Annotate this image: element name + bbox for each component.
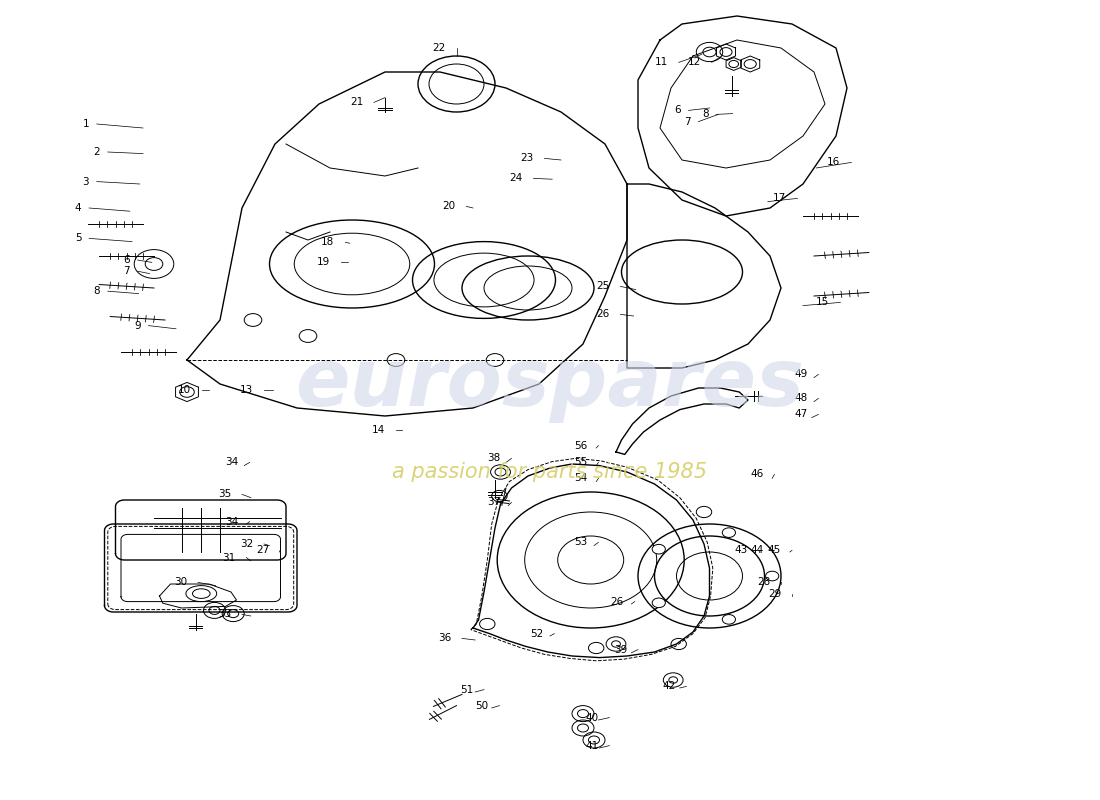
Text: 36: 36 <box>438 634 451 643</box>
Text: 6: 6 <box>123 255 130 265</box>
Text: 33: 33 <box>218 610 231 619</box>
Text: 28: 28 <box>757 578 770 587</box>
Text: 30: 30 <box>174 578 187 587</box>
Text: 34: 34 <box>226 458 239 467</box>
Text: 43: 43 <box>735 546 748 555</box>
Text: 41: 41 <box>585 741 598 750</box>
Text: 5: 5 <box>75 234 81 243</box>
Text: 16: 16 <box>827 158 840 167</box>
Text: 35: 35 <box>218 490 231 499</box>
Text: 9: 9 <box>134 321 141 330</box>
Circle shape <box>652 598 666 608</box>
Circle shape <box>723 528 736 538</box>
Text: 49: 49 <box>794 370 807 379</box>
Text: 38: 38 <box>487 454 500 463</box>
Text: 8: 8 <box>702 110 708 119</box>
Text: eurospares: eurospares <box>296 345 804 423</box>
Text: 14: 14 <box>372 426 385 435</box>
Text: 22: 22 <box>432 43 446 53</box>
Text: 34: 34 <box>226 517 239 526</box>
Text: 1: 1 <box>82 119 89 129</box>
Text: 52: 52 <box>530 629 543 638</box>
Text: 27: 27 <box>256 545 270 554</box>
Text: 50: 50 <box>475 701 488 710</box>
Text: 13: 13 <box>240 386 253 395</box>
Text: 44: 44 <box>750 546 763 555</box>
Text: 55: 55 <box>574 458 587 467</box>
Circle shape <box>652 544 666 554</box>
Text: 6: 6 <box>674 106 681 115</box>
Text: 39: 39 <box>614 645 627 654</box>
Text: 48: 48 <box>794 394 807 403</box>
Text: 19: 19 <box>317 258 330 267</box>
Text: 24: 24 <box>509 174 522 183</box>
Text: 23: 23 <box>520 154 534 163</box>
Text: 10: 10 <box>178 386 191 395</box>
Text: 54: 54 <box>574 474 587 483</box>
Text: 42: 42 <box>662 682 675 691</box>
Text: 45: 45 <box>768 546 781 555</box>
Text: 26: 26 <box>610 597 624 606</box>
Text: 51: 51 <box>460 685 473 694</box>
Text: 7: 7 <box>684 117 691 126</box>
Text: 21: 21 <box>350 98 363 107</box>
Text: 20: 20 <box>442 202 455 211</box>
Circle shape <box>766 571 779 581</box>
Text: 15: 15 <box>816 298 829 307</box>
Text: 29: 29 <box>768 590 781 599</box>
Text: 40: 40 <box>585 713 598 722</box>
Text: 53: 53 <box>574 538 587 547</box>
Circle shape <box>723 614 736 624</box>
Text: 25: 25 <box>596 282 609 291</box>
Text: 32: 32 <box>240 539 253 549</box>
Text: 2: 2 <box>94 147 100 157</box>
Text: 18: 18 <box>321 238 334 247</box>
Text: 7: 7 <box>123 266 130 276</box>
Text: 17: 17 <box>773 194 786 203</box>
Text: 31: 31 <box>222 553 235 562</box>
Text: 46: 46 <box>750 470 763 479</box>
Text: 56: 56 <box>574 441 587 450</box>
Text: 8: 8 <box>94 286 100 296</box>
Text: 4: 4 <box>75 203 81 213</box>
Text: 26: 26 <box>596 310 609 319</box>
Text: 12: 12 <box>688 58 701 67</box>
Text: 11: 11 <box>654 58 668 67</box>
Text: 47: 47 <box>794 410 807 419</box>
Text: a passion for parts since 1985: a passion for parts since 1985 <box>393 462 707 482</box>
Text: 3: 3 <box>82 177 89 186</box>
Text: 37: 37 <box>487 498 500 507</box>
